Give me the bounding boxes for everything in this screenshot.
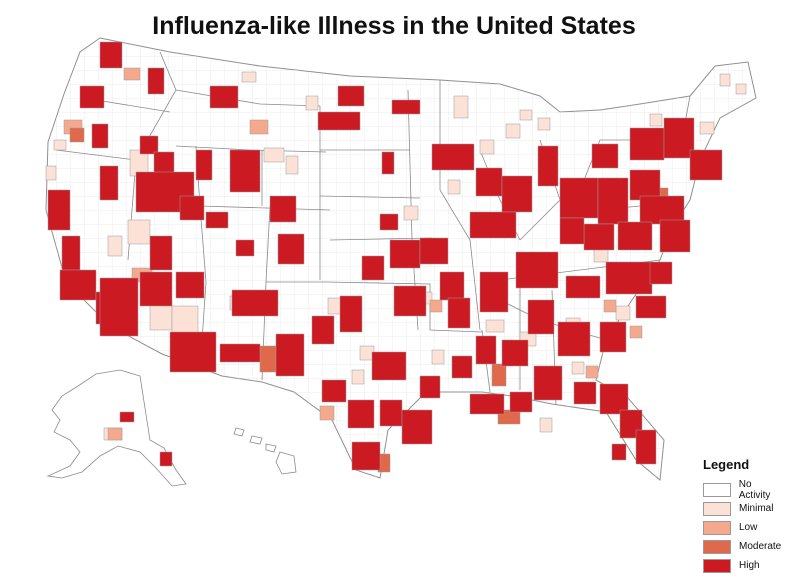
legend-item-minimal: Minimal <box>703 499 785 518</box>
legend-item-high: High <box>703 556 785 575</box>
legend-swatch <box>703 520 731 535</box>
hawaii-land <box>233 427 297 475</box>
map-title: Influenza-like Illness in the United Sta… <box>152 12 636 40</box>
legend-swatch <box>703 558 731 573</box>
legend: Legend No Activity Minimal Low Moderate … <box>703 457 785 575</box>
legend-item-no-activity: No Activity <box>703 478 785 501</box>
legend-label: Moderate <box>739 541 782 552</box>
legend-swatch <box>703 539 731 554</box>
legend-swatch <box>703 482 731 497</box>
high-activity-counties <box>47 41 723 471</box>
legend-label: No Activity <box>738 478 771 501</box>
legend-swatch <box>703 501 731 516</box>
legend-item-moderate: Moderate <box>703 537 785 556</box>
legend-label: Low <box>739 522 758 533</box>
legend-label: High <box>739 560 760 571</box>
legend-title: Legend <box>703 457 750 472</box>
legend-item-low: Low <box>703 518 785 537</box>
legend-label: Minimal <box>739 503 774 514</box>
